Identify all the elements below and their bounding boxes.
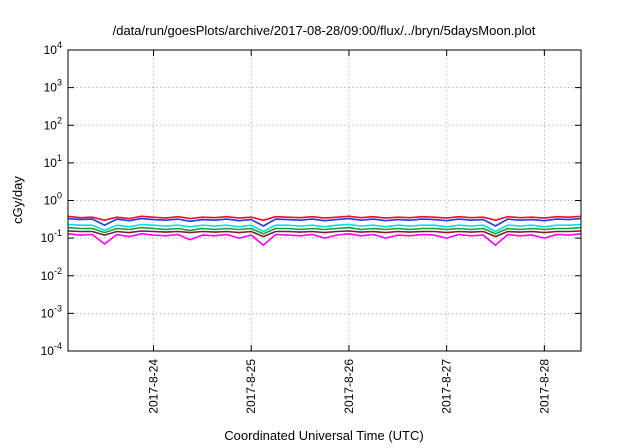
- series-line-1: [67, 215, 582, 221]
- y-tick-label: 100: [44, 191, 62, 208]
- x-tick-label: 2017-8-24: [147, 359, 161, 414]
- y-tick-label: 10-4: [41, 341, 62, 358]
- series-line-6: [67, 233, 582, 246]
- series-line-3: [67, 223, 582, 233]
- x-axis-label: Coordinated Universal Time (UTC): [224, 428, 423, 443]
- y-tick-label: 103: [44, 78, 62, 95]
- x-tick-label: 2017-8-27: [440, 359, 454, 414]
- x-tick-label: 2017-8-26: [342, 359, 356, 414]
- chart-title: /data/run/goesPlots/archive/2017-08-28/0…: [113, 23, 536, 38]
- series-line-5: [67, 230, 582, 238]
- y-axis: 10-4 10-3 10-2 10-1 100 101 102 103 104: [41, 40, 581, 358]
- x-tick-label: 2017-8-25: [244, 359, 258, 414]
- y-tick-label: 101: [44, 153, 62, 170]
- y-tick-label: 10-1: [41, 228, 62, 245]
- grid-lines: [68, 50, 581, 351]
- y-tick-label: 102: [44, 115, 62, 132]
- x-axis: 2017-8-24 2017-8-25 2017-8-26 2017-8-27 2017…: [147, 50, 551, 414]
- series-line-2: [67, 217, 582, 227]
- y-tick-label: 10-2: [41, 266, 62, 283]
- plot-area: [67, 215, 582, 246]
- y-tick-label: 10-3: [41, 303, 62, 320]
- y-tick-label: 104: [44, 40, 62, 57]
- y-axis-label: cGy/day: [10, 176, 25, 224]
- series-line-4: [67, 226, 582, 235]
- x-tick-label: 2017-8-28: [537, 359, 551, 414]
